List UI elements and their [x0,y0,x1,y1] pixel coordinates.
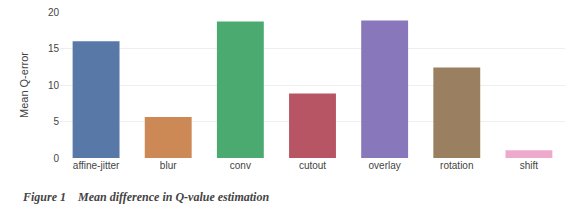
svg-text:conv: conv [230,160,251,171]
svg-text:15: 15 [48,43,60,54]
svg-text:cutout: cutout [299,160,326,171]
svg-text:5: 5 [53,116,59,127]
svg-text:Mean Q-error: Mean Q-error [18,52,30,118]
svg-text:overlay: overlay [369,160,401,171]
svg-text:shift: shift [520,160,539,171]
svg-text:10: 10 [48,80,60,91]
svg-text:Figure 1 Mean difference in: Figure 1 Mean difference in Q-value esti… [22,190,269,204]
svg-text:0: 0 [53,153,59,164]
svg-text:affine-jitter: affine-jitter [73,160,120,171]
svg-text:20: 20 [48,7,60,18]
svg-text:rotation: rotation [440,160,473,171]
svg-text:blur: blur [160,160,177,171]
